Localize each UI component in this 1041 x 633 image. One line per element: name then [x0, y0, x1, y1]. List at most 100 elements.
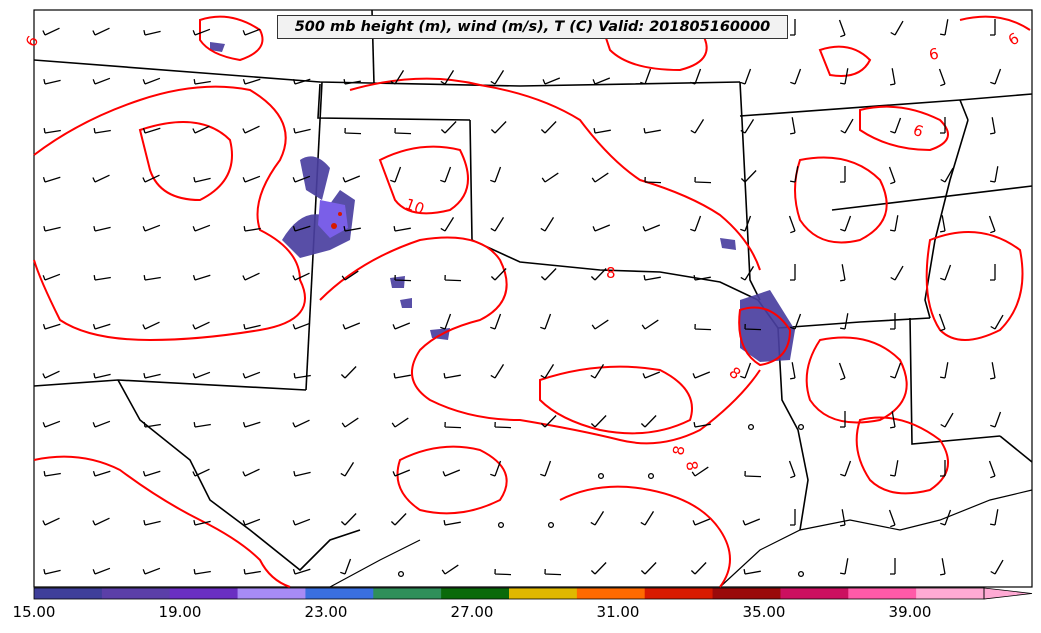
wind-barb: [990, 19, 996, 36]
wind-barb: [789, 166, 799, 183]
wind-barb: [93, 225, 111, 232]
wind-barb: [440, 121, 457, 134]
wind-barb: [540, 460, 552, 477]
wind-barb: [390, 70, 405, 85]
wind-barb: [694, 323, 712, 331]
wind-barb: [690, 562, 707, 575]
contour-label: 10: [403, 195, 427, 218]
colorbar-segment: [644, 588, 714, 599]
calm-wind-marker: [397, 570, 405, 578]
wind-barb: [43, 78, 61, 85]
wind-barb: [490, 166, 502, 183]
wind-barb: [590, 511, 605, 526]
wind-barb: [243, 568, 261, 575]
wind-barb: [143, 421, 161, 428]
colorbar-tick-label: 35.00: [742, 603, 786, 621]
wind-shading-peak: [331, 212, 342, 229]
wind-barb: [394, 274, 412, 282]
wind-barb: [889, 215, 899, 232]
wind-barb: [292, 225, 311, 232]
wind-barb: [440, 313, 452, 330]
wind-barb: [939, 19, 949, 36]
wind-barb: [292, 419, 310, 428]
wind-barb: [192, 321, 210, 330]
wind-barb: [243, 225, 261, 232]
wind-barb: [790, 19, 796, 36]
colorbar-segment: [916, 588, 985, 599]
wind-barb: [490, 217, 505, 232]
wind-barb: [889, 460, 899, 477]
wind-barb: [790, 264, 796, 281]
wind-barb: [494, 421, 512, 429]
wind-barb: [540, 415, 557, 428]
colorbar-extend-arrow: [983, 587, 1033, 600]
wind-barb: [540, 217, 555, 232]
wind-barb: [743, 568, 761, 575]
colorbar-tick-label: 15.00: [12, 603, 56, 621]
wind-barb: [790, 68, 802, 85]
wind-barb: [940, 167, 954, 183]
wind-barb: [440, 70, 455, 85]
colorbar-segment: [712, 588, 781, 599]
wind-barb: [242, 78, 261, 85]
wind-barb: [690, 119, 705, 134]
wind-barb: [939, 362, 949, 379]
wind-barb: [390, 166, 402, 183]
calm-wind-marker: [497, 521, 505, 529]
wind-barb: [343, 225, 361, 232]
wind-barb: [839, 558, 849, 575]
wind-barb: [293, 470, 311, 477]
contour-label: 6: [928, 45, 941, 64]
wind-barbs: [42, 19, 1004, 578]
colorbar-segment: [373, 588, 442, 599]
wind-shading-high: [318, 200, 348, 238]
wind-barb: [444, 274, 462, 282]
wind-barb: [840, 215, 852, 232]
wind-barb: [92, 27, 110, 36]
wind-barb: [441, 564, 459, 575]
calm-wind-marker: [597, 472, 605, 480]
wind-barb: [143, 29, 161, 36]
wind-barb: [193, 176, 211, 183]
wind-barb: [494, 568, 512, 576]
wind-barb: [590, 415, 607, 428]
wind-barb: [43, 225, 61, 232]
wind-barb: [642, 224, 661, 232]
wind-barb: [890, 362, 902, 379]
wind-barb: [242, 421, 261, 428]
wind-barb: [192, 468, 210, 477]
wind-barb: [292, 322, 311, 330]
wind-barb: [142, 77, 161, 85]
wind-barb: [42, 27, 60, 36]
colorbar-segment: [237, 588, 306, 599]
wind-barb: [938, 68, 946, 87]
colorbar-segment: [509, 588, 578, 599]
wind-barb: [443, 519, 461, 526]
wind-barb: [690, 215, 702, 232]
wind-barb: [490, 313, 502, 330]
wind-barb: [342, 175, 361, 183]
wind-barb: [640, 68, 652, 85]
wind-barb: [142, 567, 161, 575]
wind-barb: [939, 558, 946, 576]
wind-barb: [590, 364, 605, 379]
wind-barb: [839, 264, 846, 282]
calm-wind-marker: [797, 423, 805, 431]
wind-barb: [193, 568, 211, 575]
colorbar: [33, 587, 1033, 600]
wind-barb: [242, 518, 261, 526]
wind-barb: [341, 270, 359, 281]
temperature-contours: [33, 15, 1031, 588]
wind-barb: [440, 166, 452, 183]
colorbar-tick-label: 27.00: [450, 603, 494, 621]
wind-barb: [440, 217, 455, 232]
wind-barb: [42, 176, 61, 183]
calm-wind-marker: [547, 521, 555, 529]
wind-barb: [988, 460, 996, 479]
contour-label: 8: [606, 264, 616, 282]
wind-barb: [442, 469, 461, 477]
wind-barb: [192, 125, 210, 134]
wind-barb: [292, 568, 311, 575]
wind-barb: [990, 314, 1004, 330]
